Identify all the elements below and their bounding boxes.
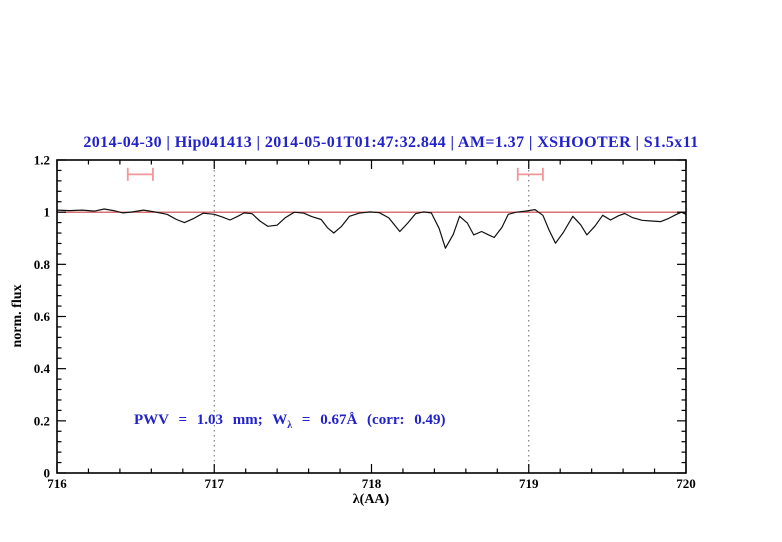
- x-axis-label: λ(AA): [352, 492, 390, 507]
- y-axis-label: norm. flux: [10, 284, 25, 348]
- pwv-annotation-subscript: λ: [287, 420, 293, 431]
- x-tick-label: 720: [676, 476, 696, 491]
- y-tick-label: 0.6: [34, 309, 51, 324]
- pwv-annotation-suffix: = 0.67Å (corr: 0.49): [292, 412, 446, 428]
- x-tick-label: 718: [362, 476, 382, 491]
- pwv-annotation-prefix: PWV = 1.03 mm; W: [134, 412, 288, 428]
- spectrum-line: [56, 208, 687, 249]
- pwv-annotation: PWV = 1.03 mm; Wλ = 0.67Å (corr: 0.49): [134, 412, 446, 431]
- x-tick-label: 716: [47, 476, 67, 491]
- y-tick-label: 0.8: [34, 257, 51, 272]
- plot-title: 2014-04-30 | Hip041413 | 2014-05-01T01:4…: [83, 134, 699, 151]
- y-tick-label: 1: [44, 205, 51, 220]
- y-tick-label: 1.2: [34, 153, 50, 168]
- x-tick-label: 717: [205, 476, 225, 491]
- y-tick-label: 0.2: [34, 413, 50, 428]
- x-tick-label: 719: [519, 476, 539, 491]
- y-tick-label: 0: [44, 466, 51, 481]
- y-tick-label: 0.4: [34, 361, 51, 376]
